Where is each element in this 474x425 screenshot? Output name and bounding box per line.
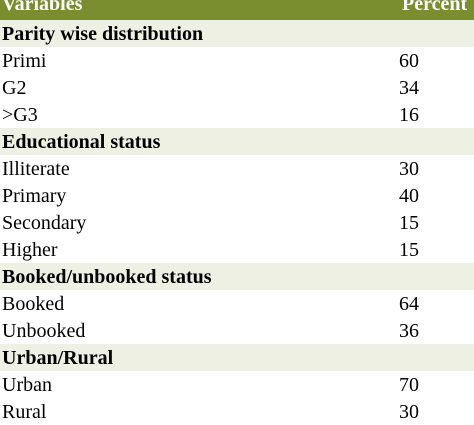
table-header-row: Variables Percent: [0, 0, 474, 20]
section-title: Educational status: [2, 130, 161, 153]
row-label: Higher: [2, 238, 58, 261]
table-row: >G3 16: [0, 101, 474, 128]
header-percent: Percent: [402, 0, 468, 15]
row-label: G2: [2, 76, 27, 99]
row-label: Primi: [2, 49, 47, 72]
table-row: Higher 15: [0, 236, 474, 263]
table-row: Booked 64: [0, 290, 474, 317]
row-value: 70: [399, 373, 419, 396]
row-value: 60: [399, 49, 419, 72]
row-value: 30: [399, 400, 419, 423]
row-label: Unbooked: [2, 319, 86, 342]
row-label: >G3: [2, 103, 38, 126]
row-value: 30: [399, 157, 419, 180]
row-label: Primary: [2, 184, 67, 207]
row-label: Rural: [2, 400, 47, 423]
row-value: 34: [399, 76, 419, 99]
table-row: Secondary 15: [0, 209, 474, 236]
section-title-row: Booked/unbooked status: [0, 263, 474, 290]
row-label: Urban: [2, 373, 52, 396]
row-label: Secondary: [2, 211, 87, 234]
table-row: Illiterate 30: [0, 155, 474, 182]
section-title: Parity wise distribution: [2, 22, 204, 45]
row-value: 64: [399, 292, 419, 315]
row-value: 15: [399, 211, 419, 234]
row-value: 40: [399, 184, 419, 207]
section-title: Booked/unbooked status: [2, 265, 212, 288]
row-label: Illiterate: [2, 157, 70, 180]
header-variables: Variables: [2, 0, 83, 15]
row-value: 16: [399, 103, 419, 126]
row-value: 36: [399, 319, 419, 342]
table-row: Primary 40: [0, 182, 474, 209]
table-row: Primi 60: [0, 47, 474, 74]
table-row: Unbooked 36: [0, 317, 474, 344]
row-value: 15: [399, 238, 419, 261]
section-title-row: Urban/Rural: [0, 344, 474, 371]
table-row: Rural 30: [0, 398, 474, 425]
table-row: Urban 70: [0, 371, 474, 398]
section-title-row: Parity wise distribution: [0, 20, 474, 47]
row-label: Booked: [2, 292, 65, 315]
table-row: G2 34: [0, 74, 474, 101]
section-title: Urban/Rural: [2, 346, 114, 369]
section-title-row: Educational status: [0, 128, 474, 155]
